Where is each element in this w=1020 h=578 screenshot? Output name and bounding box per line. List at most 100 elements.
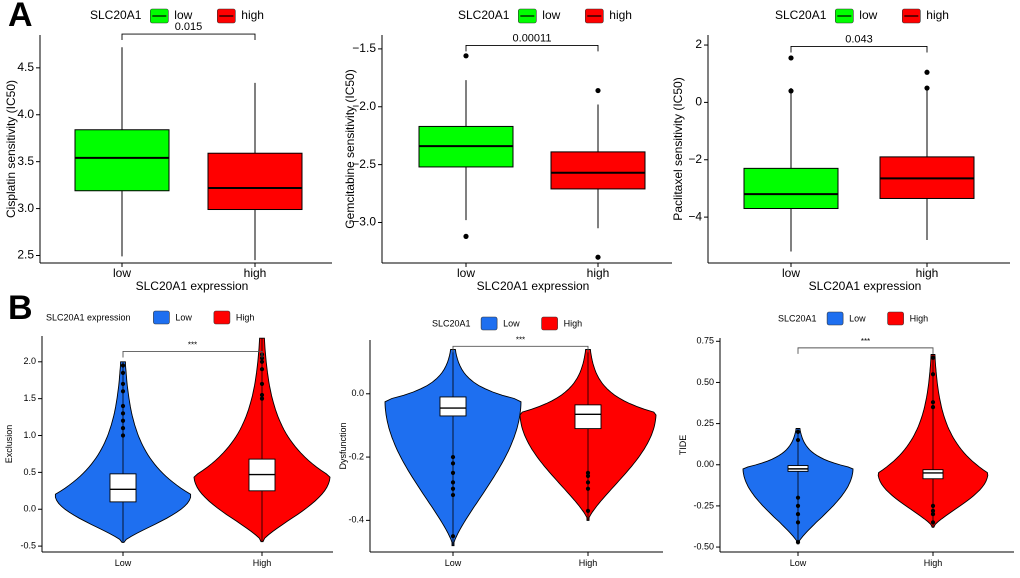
violin-outlier-low bbox=[450, 454, 456, 460]
x-tick-label-low: Low bbox=[445, 558, 462, 568]
outlier-high bbox=[595, 254, 601, 260]
violin-outlier-low bbox=[795, 437, 801, 443]
panel-label-a: A bbox=[8, 0, 33, 34]
outlier-low bbox=[463, 233, 469, 239]
legend-label-low: low bbox=[174, 8, 192, 22]
significance-bracket bbox=[797, 347, 934, 354]
violin-box-high bbox=[922, 469, 944, 480]
y-tick-label: −1.5 bbox=[352, 41, 376, 55]
violin-outlier-high bbox=[259, 359, 265, 364]
y-tick-label: 2 bbox=[695, 37, 702, 51]
legend-label-low: low bbox=[542, 8, 560, 22]
y-tick-label: 0 bbox=[695, 95, 702, 109]
outlier-low bbox=[788, 55, 794, 61]
x-tick-label-low: Low bbox=[115, 558, 132, 568]
y-tick-label: 0.0 bbox=[23, 504, 36, 514]
violin-box-low bbox=[109, 473, 137, 503]
significance-bracket bbox=[122, 351, 263, 358]
significance-bracket bbox=[121, 33, 256, 41]
violin-outlier-low bbox=[450, 486, 456, 491]
x-axis-label: SLC20A1 expression bbox=[477, 279, 590, 293]
y-tick-label: 1.5 bbox=[23, 393, 36, 403]
y-axis-label: Cisplatin sensitivity (IC50) bbox=[4, 80, 18, 218]
x-tick-label-high: High bbox=[924, 558, 943, 568]
y-axis-label: Dysfunction bbox=[338, 422, 348, 469]
y-tick-label: 0.5 bbox=[23, 467, 36, 477]
legend-swatch-low bbox=[826, 311, 844, 326]
violin-outlier-low bbox=[120, 433, 126, 438]
violin-outlier-high bbox=[259, 392, 265, 398]
violin-outlier-low bbox=[795, 512, 801, 517]
violin-box-low bbox=[439, 396, 467, 417]
x-tick-label-high: high bbox=[244, 266, 267, 280]
y-tick-label: -0.2 bbox=[348, 451, 364, 461]
box-low bbox=[74, 129, 170, 192]
y-tick-label: 0.00 bbox=[696, 459, 714, 469]
y-tick-label: 0.25 bbox=[696, 418, 714, 428]
violin-outlier-high bbox=[930, 400, 936, 405]
paclitaxel-boxplot: SLC20A1 low high −4 −2 0 2 low high Paclitaxel se… bbox=[671, 8, 1010, 293]
violin-box-high bbox=[574, 404, 602, 430]
y-tick-label: 0.0 bbox=[351, 388, 364, 398]
y-tick-label: 3.5 bbox=[17, 154, 34, 168]
violin-outlier-low bbox=[120, 389, 126, 394]
legend-swatch-low bbox=[480, 316, 498, 331]
significance-bracket bbox=[790, 46, 928, 53]
violin-outlier-high bbox=[259, 396, 265, 401]
legend-label-high: High bbox=[564, 318, 583, 328]
legend-label-high: high bbox=[926, 8, 949, 22]
violin-outlier-high bbox=[930, 355, 936, 360]
legend-title: SLC20A1 bbox=[778, 313, 817, 323]
y-tick-label: 0.50 bbox=[696, 377, 714, 387]
legend-title: SLC20A1 bbox=[432, 318, 471, 328]
y-axis-label: TIDE bbox=[678, 435, 688, 456]
violin-outlier-low bbox=[450, 480, 456, 485]
significance-label: 0.00011 bbox=[513, 32, 552, 44]
violin-outlier-high bbox=[585, 508, 591, 513]
violin-outlier-low bbox=[120, 403, 126, 409]
x-tick-label-high: high bbox=[587, 266, 610, 280]
legend-label-high: high bbox=[609, 8, 632, 22]
violin-outlier-high bbox=[930, 508, 936, 513]
y-axis-label: Paclitaxel sensitivity (IC50) bbox=[671, 77, 685, 220]
violin-outlier-low bbox=[795, 495, 801, 500]
violin-outlier-low bbox=[120, 363, 126, 368]
y-tick-label: 2.5 bbox=[17, 248, 34, 262]
x-tick-label-low: Low bbox=[790, 558, 807, 568]
violin-outlier-low bbox=[450, 470, 456, 475]
violin-outlier-high bbox=[930, 405, 936, 410]
significance-label: *** bbox=[516, 335, 525, 344]
y-tick-label: −3.0 bbox=[352, 215, 376, 229]
violin-outlier-high bbox=[930, 503, 936, 509]
legend-label-high: high bbox=[241, 8, 264, 22]
violin-outlier-low bbox=[120, 370, 126, 375]
box-high bbox=[550, 151, 646, 190]
legend-label-low: Low bbox=[503, 318, 520, 328]
outlier-high bbox=[595, 87, 601, 94]
legend-title: SLC20A1 bbox=[775, 8, 827, 22]
violin-outlier-high bbox=[259, 367, 265, 372]
outlier-high bbox=[924, 69, 930, 75]
y-tick-label: −2 bbox=[688, 152, 702, 166]
legend-title: SLC20A1 bbox=[458, 8, 510, 22]
legend-label-low: Low bbox=[849, 313, 866, 323]
legend-label-high: High bbox=[910, 313, 929, 323]
legend-swatch-low bbox=[153, 310, 170, 325]
violin-outlier-low bbox=[120, 426, 126, 431]
legend-swatch-high bbox=[541, 316, 558, 331]
y-tick-label: -0.50 bbox=[693, 541, 714, 551]
y-axis-label: Gemcitabine sensitivity (IC50) bbox=[343, 69, 357, 228]
significance-label: 0.015 bbox=[175, 21, 203, 33]
violin-outlier-high bbox=[259, 381, 265, 387]
y-tick-label: −2.0 bbox=[352, 99, 376, 113]
legend-title: SLC20A1 expression bbox=[46, 312, 131, 322]
tide-violin: SLC20A1 Low High -0.50 -0.25 0.00 0.25 0.50 0.75… bbox=[678, 311, 1014, 568]
y-tick-label: −4 bbox=[688, 209, 702, 223]
violin-outlier-low bbox=[795, 520, 801, 525]
violin-outlier-low bbox=[450, 534, 456, 539]
box-low bbox=[743, 167, 839, 210]
y-tick-label: -0.4 bbox=[348, 515, 364, 525]
significance-label: 0.043 bbox=[845, 33, 873, 45]
dysfunction-violin: SLC20A1 Low High -0.4 -0.2 0.0 Low High Dysfunct… bbox=[338, 316, 663, 568]
x-tick-label-low: low bbox=[782, 266, 800, 280]
